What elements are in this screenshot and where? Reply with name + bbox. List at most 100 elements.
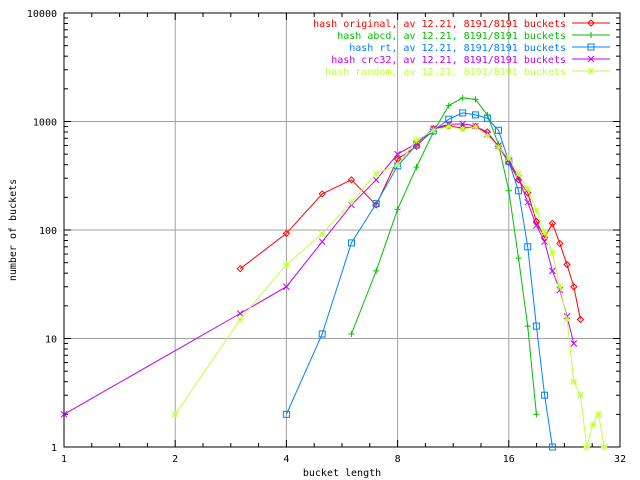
data-point	[563, 312, 571, 320]
data-point	[494, 126, 502, 134]
data-point	[394, 150, 401, 158]
x-tick-label: 2	[172, 454, 178, 465]
data-point	[556, 239, 564, 248]
x-tick-label: 1	[61, 454, 67, 465]
data-point	[515, 187, 523, 195]
data-point	[556, 286, 564, 294]
data-point	[236, 310, 244, 317]
legend-label: hash abcd, av 12.21, 8191/8191 buckets	[337, 31, 566, 42]
y-tick-label: 100	[39, 226, 57, 237]
data-point	[483, 114, 491, 122]
data-point	[472, 96, 479, 103]
data-point	[372, 170, 380, 178]
data-point	[570, 340, 578, 347]
data-point	[600, 443, 608, 451]
x-tick-label: 16	[503, 454, 515, 465]
data-point	[570, 283, 578, 291]
data-point	[563, 316, 571, 323]
data-point	[548, 443, 556, 451]
x-tick-label: 32	[614, 454, 626, 465]
series-line	[174, 125, 605, 448]
data-point	[515, 255, 522, 262]
data-point	[495, 143, 502, 151]
legend-label: hash rt, av 12.21, 8191/8191 buckets	[349, 43, 566, 54]
data-point	[318, 238, 326, 246]
data-point	[373, 267, 380, 274]
data-point	[583, 443, 591, 451]
data-point	[472, 123, 479, 131]
data-point	[347, 239, 355, 247]
data-point	[533, 222, 540, 229]
data-point	[484, 132, 491, 140]
data-point	[533, 411, 540, 418]
legend-marker	[587, 19, 595, 27]
x-tick-label: 4	[283, 454, 289, 465]
series-3	[282, 109, 556, 451]
data-point	[576, 315, 585, 324]
legend-entry: hash abcd, av 12.21, 8191/8191 buckets	[337, 31, 610, 42]
data-point	[577, 391, 584, 399]
data-point	[471, 111, 479, 119]
legend-entry: hash random, av 12.21, 8191/8191 buckets	[325, 67, 610, 78]
data-point	[533, 207, 540, 215]
data-point	[459, 109, 467, 117]
data-point	[459, 125, 467, 133]
data-point	[524, 198, 532, 206]
data-point	[171, 410, 179, 418]
x-axis-label: bucket length	[303, 468, 381, 479]
data-point	[283, 283, 290, 291]
data-point	[556, 283, 564, 291]
data-point	[563, 260, 571, 269]
data-point	[372, 201, 380, 209]
data-point	[532, 322, 540, 330]
legend-label: hash original, av 12.21, 8191/8191 bucke…	[313, 19, 566, 30]
data-point	[60, 410, 68, 418]
data-point	[541, 229, 548, 236]
legend-label: hash crc32, av 12.21, 8191/8191 buckets	[331, 55, 566, 66]
data-point	[445, 102, 452, 109]
data-point	[318, 190, 326, 198]
data-point	[372, 200, 380, 208]
data-point	[413, 137, 420, 144]
legend-label: hash random, av 12.21, 8191/8191 buckets	[325, 67, 566, 78]
legend: hash original, av 12.21, 8191/8191 bucke…	[313, 19, 610, 78]
y-tick-label: 10	[45, 335, 57, 346]
data-point	[283, 261, 290, 268]
data-point	[348, 331, 355, 338]
data-point	[524, 243, 532, 251]
series-line	[350, 97, 537, 415]
data-point	[347, 176, 356, 184]
y-tick-label: 10000	[27, 9, 57, 20]
data-point	[515, 170, 522, 178]
data-point	[549, 249, 556, 256]
legend-entry: hash original, av 12.21, 8191/8191 bucke…	[313, 19, 610, 30]
data-point	[459, 120, 467, 128]
legend-marker	[588, 32, 594, 38]
data-point	[548, 219, 557, 228]
data-point	[372, 176, 380, 184]
series-2	[348, 94, 540, 418]
plot-frame	[63, 12, 621, 448]
legend-marker	[587, 67, 595, 75]
data-point	[282, 229, 291, 238]
data-point	[589, 421, 597, 429]
data-point	[514, 176, 523, 184]
data-point	[524, 323, 531, 330]
data-point	[505, 154, 513, 162]
data-point	[570, 378, 578, 386]
data-point	[348, 198, 355, 206]
data-point	[445, 115, 453, 123]
data-point	[413, 164, 420, 171]
data-point	[523, 189, 532, 197]
legend-marker	[587, 43, 595, 51]
data-point	[394, 206, 401, 213]
data-point	[445, 123, 453, 130]
y-tick-label: 1000	[33, 118, 57, 129]
series-5	[171, 123, 608, 451]
data-point	[459, 94, 466, 101]
legend-entry: hash rt, av 12.21, 8191/8191 buckets	[349, 43, 610, 54]
data-point	[541, 238, 548, 246]
data-point	[394, 161, 401, 169]
x-tick-label: 8	[395, 454, 401, 465]
